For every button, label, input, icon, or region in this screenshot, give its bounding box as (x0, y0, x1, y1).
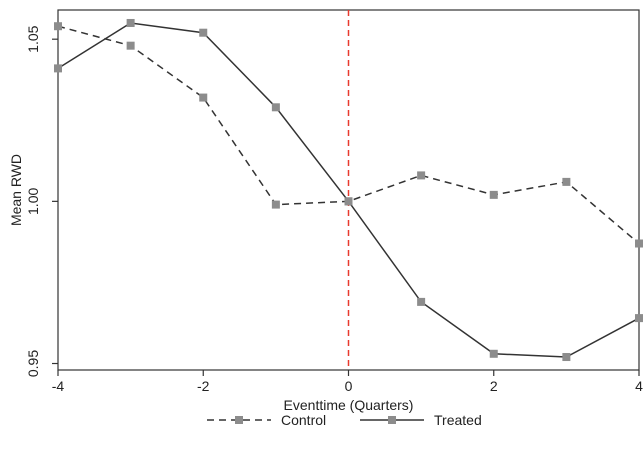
x-tick-label: -4 (52, 378, 65, 394)
data-point (54, 64, 62, 73)
x-axis-ticks: -4 -2 0 2 4 (52, 370, 643, 394)
legend-item-treated: Treated (360, 412, 482, 428)
y-axis-title: Mean RWD (8, 154, 24, 226)
data-point (635, 239, 643, 248)
data-point (271, 103, 280, 112)
legend-label: Treated (434, 412, 482, 428)
legend-label: Control (281, 412, 326, 428)
data-point (417, 171, 426, 180)
x-tick-label: 2 (490, 378, 498, 394)
x-axis-title: Eventtime (Quarters) (284, 397, 414, 413)
y-axis-ticks: 0.95 1.00 1.05 (25, 25, 58, 377)
legend: Control Treated (207, 412, 482, 428)
data-point (126, 18, 135, 27)
data-point (562, 353, 571, 362)
data-point (489, 190, 498, 199)
legend-item-control: Control (207, 412, 326, 428)
data-point (344, 197, 353, 206)
data-point (562, 177, 571, 186)
data-point (417, 297, 426, 306)
data-point (199, 93, 208, 102)
series-treated (54, 18, 643, 362)
data-point (199, 28, 208, 37)
series-layer (54, 18, 643, 362)
y-tick-label: 1.00 (25, 188, 41, 215)
x-tick-label: 0 (345, 378, 353, 394)
legend-swatch-marker (235, 416, 243, 424)
y-tick-label: 0.95 (25, 350, 41, 377)
legend-swatch-marker (388, 416, 396, 424)
x-tick-label: 4 (635, 378, 643, 394)
data-point (635, 314, 643, 323)
data-point (489, 349, 498, 358)
data-point (126, 41, 135, 50)
data-point (271, 200, 280, 209)
y-tick-label: 1.05 (25, 25, 41, 52)
x-tick-label: -2 (197, 378, 210, 394)
data-point (54, 22, 62, 31)
